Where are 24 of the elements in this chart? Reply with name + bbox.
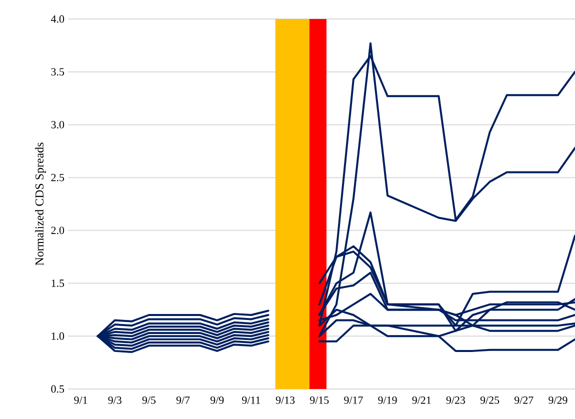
x-tick-label: 9/19: [378, 396, 397, 404]
x-tick-label: 9/27: [514, 396, 534, 404]
x-tick-label: 9/1: [74, 396, 88, 404]
y-tick-label: 2.0: [51, 226, 64, 234]
y-tick-label: 1.0: [52, 332, 64, 340]
x-tick-label: 9/9: [210, 396, 224, 404]
x-tick-label: 9/7: [176, 396, 190, 404]
x-tick-label: 9/15: [310, 396, 329, 404]
y-axis-title: Normalized CDS Spreads: [35, 142, 46, 266]
y-tick-label: 0.5: [51, 385, 64, 393]
y-tick-label: 3.0: [51, 121, 64, 128]
x-tick-label: 9/11: [242, 396, 260, 404]
x-tick-label: 9/5: [142, 396, 156, 404]
y-tick-label: 2.5: [51, 174, 64, 182]
x-tick-label: 9/17: [344, 396, 363, 404]
y-tick-label: 3.5: [51, 68, 64, 76]
x-tick-label: 9/25: [480, 396, 500, 404]
x-tick-label: 9/3: [108, 396, 122, 404]
x-tick-label: 9/29: [548, 396, 568, 404]
x-tick-label: 9/23: [446, 396, 466, 404]
y-tick-label: 4.0: [51, 15, 64, 23]
x-tick-label: 9/13: [276, 396, 295, 404]
y-tick-label: 1.5: [52, 280, 64, 287]
x-tick-label: 9/21: [412, 396, 431, 404]
